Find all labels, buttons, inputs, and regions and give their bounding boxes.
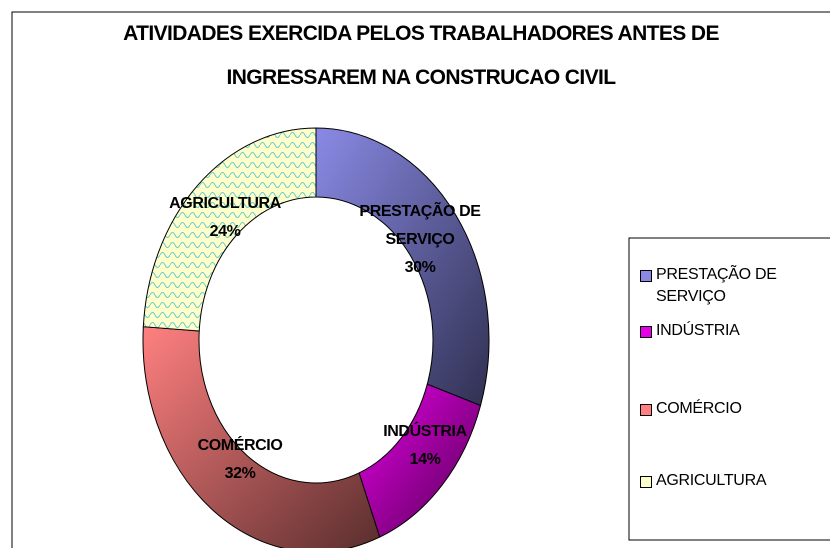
data-label-value: 32% xyxy=(224,465,256,482)
legend-label: INDÚSTRIA xyxy=(656,322,740,339)
chart-title: INGRESSAREM NA CONSTRUCAO CIVIL xyxy=(226,66,617,89)
data-label-value: 14% xyxy=(409,451,441,468)
data-label-value: 30% xyxy=(404,259,436,276)
chart-title: ATIVIDADES EXERCIDA PELOS TRABALHADORES … xyxy=(123,22,719,45)
legend-label: COMÉRCIO xyxy=(656,400,742,417)
legend-swatch xyxy=(640,404,652,416)
data-label-value: 24% xyxy=(209,223,241,240)
chart-border xyxy=(11,11,830,548)
legend-label: PRESTAÇÃO DE SERVIÇO xyxy=(656,266,777,305)
data-label-category: PRESTAÇÃO DE SERVIÇO xyxy=(359,203,481,248)
legend-swatch xyxy=(640,476,652,488)
legend-box xyxy=(628,237,830,541)
donut-slice xyxy=(315,127,490,407)
legend-swatch xyxy=(640,326,652,338)
data-label-category: COMÉRCIO xyxy=(197,437,283,454)
donut-slice xyxy=(142,127,317,332)
legend-label: AGRICULTURA xyxy=(656,472,767,489)
data-label-category: INDÚSTRIA xyxy=(383,423,467,440)
legend-swatch xyxy=(640,270,652,282)
donut-slice xyxy=(142,326,381,548)
data-label-category: AGRICULTURA xyxy=(169,195,281,212)
